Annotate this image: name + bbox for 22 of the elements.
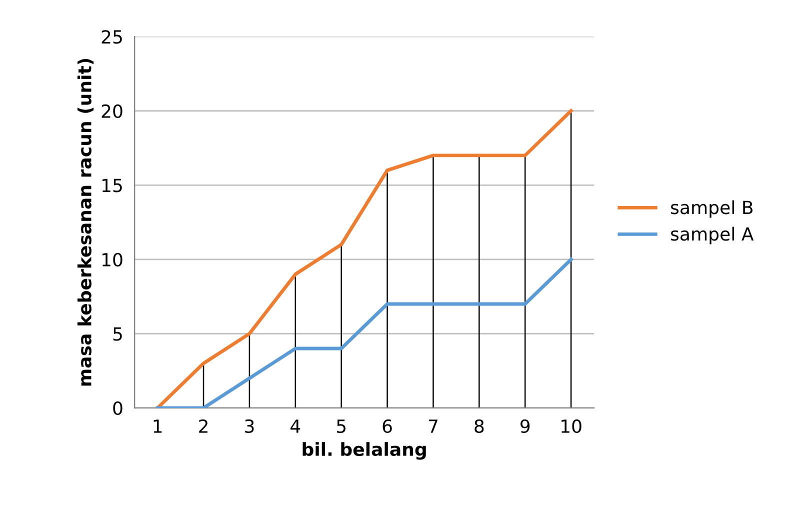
x-tick-label: 1: [154, 420, 162, 433]
y-tick-label: 10: [102, 252, 122, 267]
x-tick-label: 7: [428, 420, 438, 433]
x-tick-label: 9: [520, 419, 530, 434]
x-tick-label: 3: [245, 419, 254, 434]
y-tick-label: 20: [102, 104, 122, 118]
y-tick-label: 5: [113, 327, 122, 341]
y-axis-title: masa keberkesanan racun (unit): [77, 58, 94, 386]
legend-label: sampel A: [670, 226, 754, 244]
x-tick-label: 5: [336, 420, 346, 434]
line-series: [156, 258, 573, 408]
y-tick-label: 0: [113, 401, 122, 416]
x-tick-label: 8: [474, 419, 484, 434]
x-tick-label: 2: [199, 419, 208, 433]
y-tick-label: 25: [102, 30, 122, 44]
x-tick-label: 10: [562, 419, 582, 434]
y-tick-label: 15: [102, 178, 122, 192]
x-tick-label: 6: [382, 419, 392, 434]
line-series: [156, 109, 573, 408]
x-tick-label: 4: [290, 420, 300, 433]
legend-label: sampel B: [670, 200, 753, 218]
x-axis-title: bil. belalang: [302, 442, 426, 460]
